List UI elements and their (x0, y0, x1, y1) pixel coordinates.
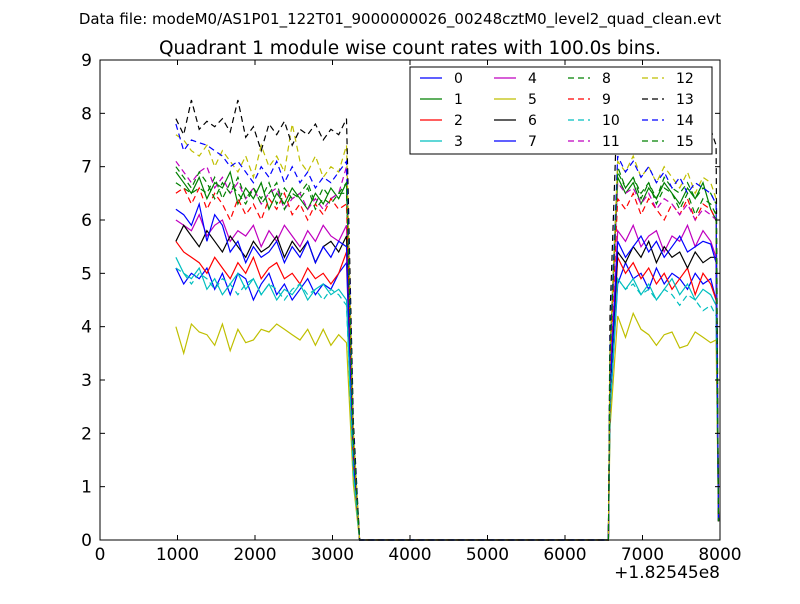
series-line-10 (175, 267, 720, 541)
y-tick-label: 2 (81, 424, 92, 444)
x-axis-offset-label: +1.82545e8 (614, 563, 720, 583)
x-tick-label: 4000 (388, 545, 431, 565)
series-line-1 (175, 170, 720, 541)
x-tick-label: 2000 (233, 545, 276, 565)
legend-label-0: 0 (454, 71, 463, 87)
legend-label-1: 1 (454, 92, 463, 108)
y-tick-label: 5 (81, 264, 92, 284)
axis-ticks: 0 1000 2000 3000 4000 5000 6000 7000 80000123456… (81, 51, 741, 565)
legend-label-13: 13 (676, 92, 694, 108)
series-layer (175, 91, 720, 541)
y-tick-label: 4 (81, 318, 92, 338)
legend-label-3: 3 (454, 134, 463, 150)
series-line-15 (175, 166, 720, 541)
series-line-7 (175, 201, 720, 541)
legend-label-11: 11 (602, 134, 620, 150)
legend-label-2: 2 (454, 113, 463, 129)
x-tick-label: 0 (95, 545, 106, 565)
series-line-2 (175, 240, 720, 541)
legend-label-6: 6 (528, 113, 537, 129)
x-tick-label: 3000 (311, 545, 354, 565)
y-tick-label: 1 (81, 478, 92, 498)
legend-label-14: 14 (676, 113, 694, 129)
x-tick-label: 7000 (621, 545, 664, 565)
y-tick-label: 3 (81, 371, 92, 391)
series-line-14 (175, 123, 720, 541)
x-tick-label: 1000 (156, 545, 199, 565)
legend-label-10: 10 (602, 113, 620, 129)
legend-box (409, 66, 713, 155)
legend-label-12: 12 (676, 71, 694, 87)
y-tick-label: 8 (81, 104, 92, 124)
legend-label-15: 15 (676, 134, 694, 150)
legend-label-5: 5 (528, 92, 537, 108)
x-tick-label: 6000 (543, 545, 586, 565)
series-line-12 (175, 123, 720, 541)
series-line-8 (175, 166, 720, 541)
series-line-6 (175, 224, 720, 541)
legend-label-7: 7 (528, 134, 537, 150)
series-line-5 (175, 311, 720, 541)
legend-label-4: 4 (528, 71, 537, 87)
series-line-4 (175, 213, 720, 541)
y-tick-label: 9 (81, 51, 92, 71)
y-tick-label: 0 (81, 531, 92, 551)
x-tick-label: 8000 (698, 545, 741, 565)
legend-label-9: 9 (602, 92, 611, 108)
legend-label-8: 8 (602, 71, 611, 87)
series-line-3 (175, 257, 720, 541)
y-tick-label: 6 (81, 211, 92, 231)
chart-title: Quadrant 1 module wise count rates with … (159, 38, 661, 59)
series-line-11 (175, 160, 720, 541)
y-tick-label: 7 (81, 158, 92, 178)
series-line-0 (175, 260, 720, 541)
data-file-header: Data file: modeM0/AS1P01_122T01_90000000… (79, 10, 721, 29)
x-tick-label: 5000 (466, 545, 509, 565)
